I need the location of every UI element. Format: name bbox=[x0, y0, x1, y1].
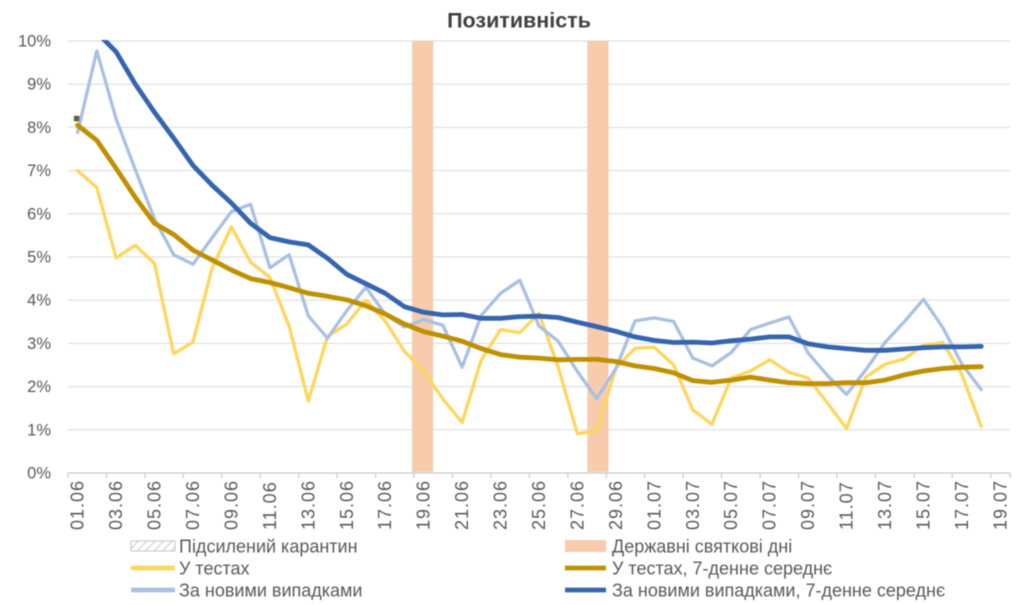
svg-text:03.07: 03.07 bbox=[683, 480, 703, 530]
svg-text:0%: 0% bbox=[27, 465, 51, 483]
svg-text:6%: 6% bbox=[27, 205, 51, 223]
svg-text:03.06: 03.06 bbox=[106, 480, 126, 530]
svg-text:За новими випадками: За новими випадками bbox=[179, 581, 362, 601]
svg-text:21.06: 21.06 bbox=[452, 480, 472, 530]
svg-text:4%: 4% bbox=[27, 292, 51, 310]
svg-text:Державні святкові дні: Державні святкові дні bbox=[612, 537, 792, 557]
svg-text:09.07: 09.07 bbox=[798, 480, 818, 530]
svg-text:25.06: 25.06 bbox=[529, 480, 549, 530]
svg-text:07.06: 07.06 bbox=[183, 480, 203, 530]
svg-text:09.06: 09.06 bbox=[221, 480, 241, 530]
svg-text:8%: 8% bbox=[27, 119, 51, 137]
svg-text:05.06: 05.06 bbox=[145, 480, 165, 530]
svg-text:У тестах: У тестах bbox=[179, 559, 250, 579]
svg-text:10%: 10% bbox=[18, 33, 51, 51]
svg-text:23.06: 23.06 bbox=[491, 480, 511, 530]
svg-text:29.06: 29.06 bbox=[606, 480, 626, 530]
svg-text:13.07: 13.07 bbox=[875, 480, 895, 530]
svg-text:9%: 9% bbox=[27, 76, 51, 94]
svg-text:7%: 7% bbox=[27, 162, 51, 180]
svg-text:У тестах, 7-денне середнє: У тестах, 7-денне середнє bbox=[612, 559, 832, 579]
svg-text:Позитивність: Позитивність bbox=[447, 9, 591, 33]
svg-text:11.06: 11.06 bbox=[260, 481, 280, 530]
svg-text:17.07: 17.07 bbox=[952, 480, 972, 530]
svg-text:19.07: 19.07 bbox=[990, 480, 1010, 530]
svg-text:27.06: 27.06 bbox=[567, 480, 587, 530]
svg-text:3%: 3% bbox=[27, 335, 51, 353]
svg-text:Підсилений карантин: Підсилений карантин bbox=[179, 537, 358, 557]
svg-text:11.07: 11.07 bbox=[837, 481, 857, 530]
svg-text:2%: 2% bbox=[27, 378, 51, 396]
svg-text:5%: 5% bbox=[27, 249, 51, 267]
svg-text:05.07: 05.07 bbox=[721, 480, 741, 530]
svg-text:13.06: 13.06 bbox=[298, 480, 318, 530]
svg-text:За новими випадками, 7-денне с: За новими випадками, 7-денне середнє bbox=[612, 581, 945, 601]
svg-text:01.07: 01.07 bbox=[644, 480, 664, 530]
svg-text:01.06: 01.06 bbox=[68, 480, 88, 530]
svg-text:19.06: 19.06 bbox=[414, 480, 434, 530]
svg-text:1%: 1% bbox=[27, 421, 51, 439]
svg-text:15.07: 15.07 bbox=[914, 480, 934, 530]
svg-text:15.06: 15.06 bbox=[337, 480, 357, 530]
svg-text:17.06: 17.06 bbox=[375, 480, 395, 530]
svg-text:07.07: 07.07 bbox=[760, 480, 780, 530]
